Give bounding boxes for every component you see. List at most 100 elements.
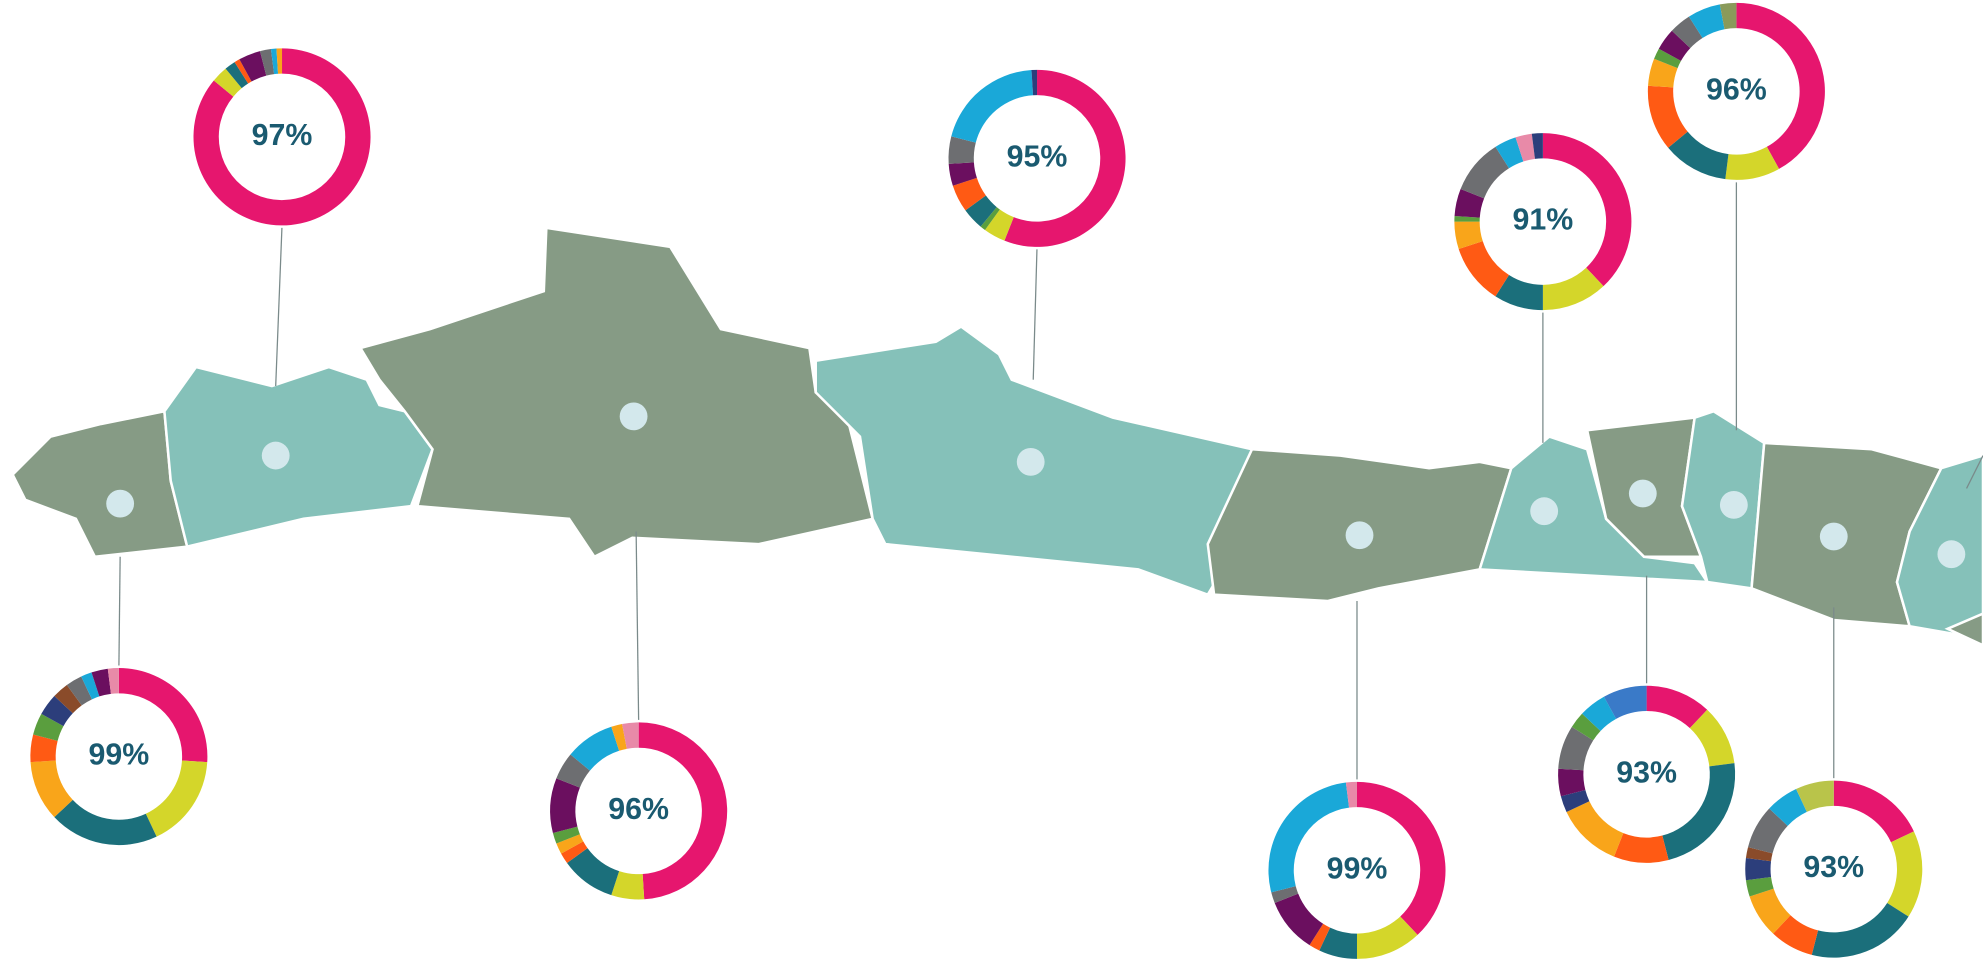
donut-segment: [1582, 696, 1617, 731]
donut-segment: [1725, 146, 1780, 180]
donut-segment: [611, 871, 645, 900]
donut-segment: [948, 136, 976, 164]
donut-segment: [1356, 781, 1446, 935]
donut-segment: [54, 684, 82, 714]
donut-segment: [965, 195, 997, 227]
donut-segment: [1719, 2, 1737, 30]
donut-segment: [1454, 216, 1480, 222]
donut-segment: [30, 734, 58, 763]
donut-segment: [570, 726, 620, 771]
donut-segment: [239, 51, 267, 82]
donut-segment: [1646, 685, 1708, 729]
region: [1944, 612, 1983, 647]
donut-segment: [54, 799, 157, 846]
region-dot: [106, 489, 135, 518]
donut-segment: [1833, 780, 1914, 843]
region-dot: [1016, 447, 1045, 476]
donut-segment: [1745, 858, 1772, 881]
donut-chart: 99%: [27, 665, 210, 848]
donut-segment: [1345, 781, 1357, 808]
donut-segment: [1031, 69, 1038, 96]
center-label: 97%: [252, 119, 313, 152]
region-dot: [1345, 521, 1374, 550]
leader-line: [1965, 455, 1983, 489]
donut-segment: [611, 723, 627, 751]
donut-segment: [1745, 847, 1773, 862]
donut-segment: [1558, 768, 1586, 797]
donut-segment: [1736, 2, 1825, 169]
donut-segment: [1688, 4, 1725, 38]
center-label: 95%: [1007, 140, 1068, 173]
region-dot: [1819, 522, 1848, 551]
donut-chart: 96%: [547, 719, 730, 903]
donut-segment: [107, 668, 119, 694]
donut-segment: [567, 848, 620, 896]
donut-segment: [1542, 133, 1632, 287]
donut-segment: [1671, 16, 1703, 49]
donut-segment: [66, 676, 92, 706]
donut-segment: [1571, 713, 1601, 741]
donut-segment: [951, 70, 1034, 143]
region: [11, 409, 189, 559]
donut-segment: [952, 177, 986, 211]
donut-chart: 93%: [1555, 683, 1738, 866]
leader-line: [1032, 246, 1038, 380]
donut-chart: 91%: [1451, 130, 1634, 313]
donut-chart: 96%: [1645, 0, 1828, 183]
donut-segment: [1603, 685, 1647, 719]
donut-segment: [1668, 131, 1729, 180]
donut-segment: [1274, 893, 1324, 946]
donut-segment: [1271, 886, 1299, 903]
donut-segment: [1004, 69, 1126, 247]
donut-segment: [1749, 888, 1791, 934]
donut-segment: [1268, 782, 1350, 893]
donut-segment: [30, 760, 73, 818]
center-label: 99%: [1327, 852, 1388, 885]
donut-segment: [552, 826, 580, 844]
donut-segment: [1309, 923, 1331, 951]
donut-segment: [984, 209, 1014, 241]
center-label: 93%: [1616, 756, 1677, 789]
region-dot: [1628, 479, 1657, 508]
donut-segment: [1495, 275, 1543, 311]
donut-segment: [1542, 267, 1604, 311]
donut-segment: [1745, 877, 1774, 897]
donut-segment: [948, 162, 977, 186]
region-dot: [1530, 497, 1559, 526]
donut-segment: [1648, 58, 1678, 88]
donut-segment: [638, 722, 728, 900]
donut-segment: [41, 695, 73, 727]
donut-segment: [1454, 221, 1483, 249]
donut-segment: [1811, 903, 1909, 958]
donut-chart: 93%: [1742, 778, 1925, 961]
region-dot: [1719, 490, 1748, 519]
leader-line: [275, 225, 283, 387]
region-dot: [261, 441, 290, 470]
map: [11, 226, 1983, 647]
donut-chart: 95%: [945, 67, 1129, 250]
donut-segment: [1662, 763, 1736, 861]
region: [1477, 435, 1710, 584]
donut-segment: [1319, 927, 1357, 959]
donut-segment: [1773, 915, 1819, 955]
donut-segment: [1769, 789, 1807, 826]
donut-segment: [556, 834, 584, 854]
donut-segment: [91, 668, 111, 697]
donut-segment: [33, 713, 64, 741]
donut-segment: [1356, 916, 1418, 959]
donut-segment: [1796, 780, 1834, 812]
donut-segment: [1458, 241, 1510, 297]
donut-segment: [1558, 726, 1594, 771]
region-dot: [619, 402, 648, 431]
donut-segment: [1647, 85, 1688, 148]
donut-segment: [213, 68, 242, 97]
donut-segment: [260, 49, 275, 76]
region: [358, 226, 875, 559]
donut-segment: [145, 760, 208, 837]
donut-segment: [1689, 709, 1735, 767]
donut-segment: [225, 62, 249, 89]
center-label: 96%: [608, 793, 669, 826]
donut-segment: [81, 672, 100, 700]
